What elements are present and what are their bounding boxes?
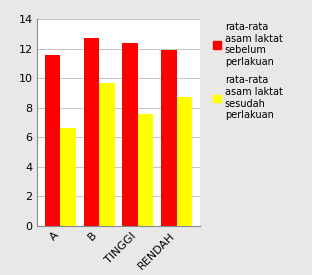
Bar — [45, 55, 60, 226]
Bar — [138, 114, 154, 226]
Bar — [84, 39, 99, 225]
Legend: rata-rata
asam laktat
sebelum
perlakuan, rata-rata
asam laktat
sesudah
perlakuan: rata-rata asam laktat sebelum perlakuan,… — [211, 20, 285, 122]
Bar — [99, 82, 115, 226]
Bar — [161, 50, 177, 226]
Bar — [122, 43, 138, 225]
Bar — [177, 97, 192, 226]
Bar — [60, 128, 76, 226]
